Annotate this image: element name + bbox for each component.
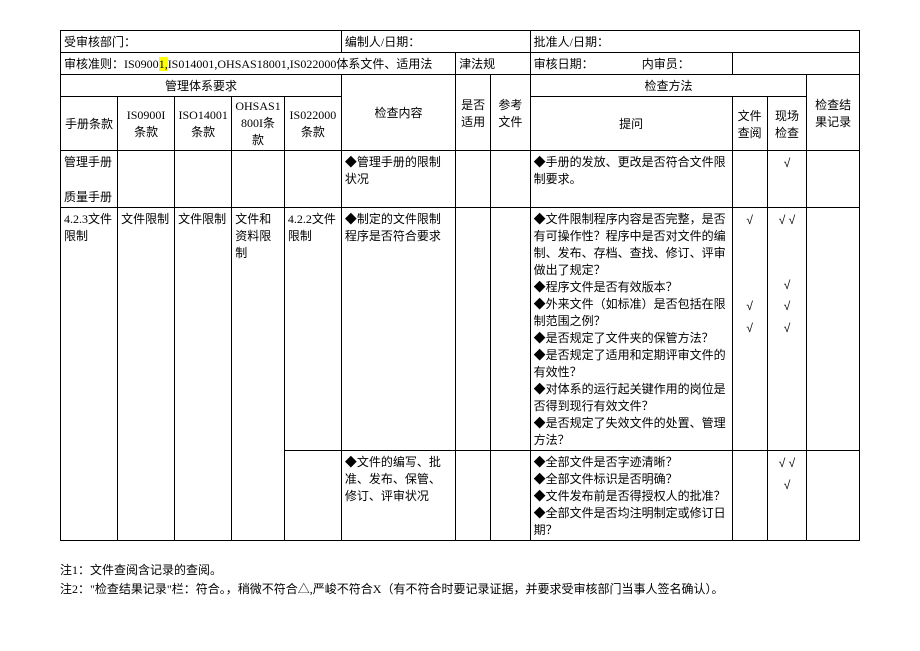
manual-line1: 管理手册 bbox=[64, 153, 114, 170]
notes: 注1：文件查阅含记录的查阅。 注2："检查结果记录"栏：符合。，稍微不符合△,严… bbox=[60, 561, 860, 599]
r2-question: ◆文件限制程序内容是否完整，是否有可操作性？程序中是否对文件的编制、发布、存档、… bbox=[530, 208, 732, 451]
col-14001: ISO14001条款 bbox=[175, 97, 232, 151]
auditor-cell bbox=[732, 53, 859, 75]
r2-18001: 文件和资料限制 bbox=[232, 208, 285, 541]
table-row: 4.2.3文件限制 文件限制 文件限制 文件和资料限制 4.2.2文件限制 ◆制… bbox=[61, 208, 860, 451]
col-group1: 管理体系要求 bbox=[61, 75, 342, 97]
auditor-label: 内审员： bbox=[642, 57, 690, 71]
r3-question: ◆全部文件是否字迹清晰？ ◆全部文件标识是否明确？ ◆文件发布前是否得授权人的批… bbox=[530, 451, 732, 541]
col-manual: 手册条款 bbox=[61, 97, 118, 151]
approver-cell: 批准人/日期： bbox=[530, 31, 859, 53]
date-cell: 审核日期： 内审员： bbox=[530, 53, 732, 75]
col-site: 现场检查 bbox=[767, 97, 807, 151]
r2-14001: 文件限制 bbox=[175, 208, 232, 541]
r2-9001: 文件限制 bbox=[118, 208, 175, 541]
manual-line2: 质量手册 bbox=[64, 188, 114, 205]
col-content: 检查内容 bbox=[341, 75, 455, 151]
col-question: 提问 bbox=[530, 97, 732, 151]
r2-content: ◆制定的文件限制程序是否符合要求 bbox=[341, 208, 455, 451]
col-result: 检查结果记录 bbox=[807, 75, 860, 151]
criteria-label: 审核准则： bbox=[64, 57, 124, 71]
criteria-pre: IS0900 bbox=[124, 57, 159, 71]
r3-content: ◆文件的编写、批准、发布、保管、修订、评审状况 bbox=[341, 451, 455, 541]
r2-22000: 4.2.2文件限制 bbox=[284, 208, 341, 451]
note-2: 注2："检查结果记录"栏：符合。，稍微不符合△,严峻不符合X（有不符合时要记录证… bbox=[60, 580, 860, 599]
r1-manual: 管理手册 质量手册 bbox=[61, 151, 118, 208]
r2-site: √ √ √ √ √ bbox=[767, 208, 807, 451]
col-doc: 文件查阅 bbox=[732, 97, 767, 151]
criteria-cell: 审核准则：IS09001,IS014001,OHSAS18001,IS02200… bbox=[61, 53, 456, 75]
r2-manual: 4.2.3文件限制 bbox=[61, 208, 118, 541]
note-1: 注1：文件查阅含记录的查阅。 bbox=[60, 561, 860, 580]
dept-cell: 受审核部门： bbox=[61, 31, 342, 53]
r1-question: ◆手册的发放、更改是否符合文件限制要求。 bbox=[530, 151, 732, 208]
r1-site: √ bbox=[767, 151, 807, 208]
col-ref: 参考文件 bbox=[491, 75, 531, 151]
col-18001: OHSAS1800I条款 bbox=[232, 97, 285, 151]
col-apply: 是否适用 bbox=[456, 75, 491, 151]
audit-table: 受审核部门： 编制人/日期： 批准人/日期： 审核准则：IS09001,IS01… bbox=[60, 30, 860, 541]
r1-content: ◆管理手册的限制状况 bbox=[341, 151, 455, 208]
col-method: 检查方法 bbox=[530, 75, 807, 97]
law-cell: 津法规 bbox=[456, 53, 531, 75]
date-label: 审核日期： bbox=[534, 57, 594, 71]
table-row: 管理手册 质量手册 ◆管理手册的限制状况 ◆手册的发放、更改是否符合文件限制要求… bbox=[61, 151, 860, 208]
r3-site: √ √ √ bbox=[767, 451, 807, 541]
r2-doc: √ √ √ bbox=[732, 208, 767, 451]
criteria-post: IS014001,OHSAS18001,IS022000体系文件、适用法 bbox=[168, 57, 433, 71]
col-9001: IS0900I条款 bbox=[118, 97, 175, 151]
col-22000: IS022000条款 bbox=[284, 97, 341, 151]
compiler-cell: 编制人/日期： bbox=[341, 31, 530, 53]
criteria-highlight: 1, bbox=[159, 57, 168, 71]
